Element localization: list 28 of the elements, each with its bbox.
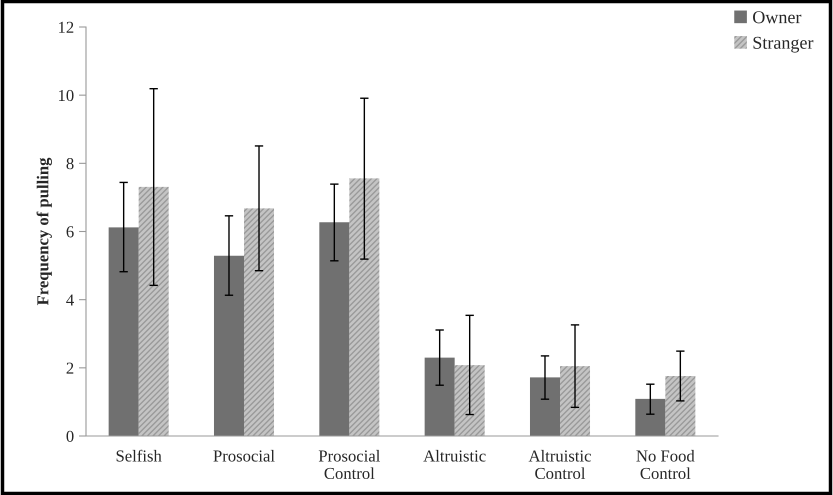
bar — [108, 227, 139, 436]
bar — [635, 398, 666, 436]
y-tick-label: 8 — [66, 158, 74, 170]
legend-label: Stranger — [754, 36, 814, 53]
bar — [530, 377, 560, 436]
x-tick-label: Altruistic Control — [528, 450, 591, 480]
bar — [244, 208, 274, 436]
x-tick-label: No Food Control — [636, 450, 695, 480]
y-axis-title: Frequency of pulling — [36, 158, 52, 306]
bar — [349, 178, 380, 436]
bar — [665, 376, 696, 436]
x-tick-label: Altruistic — [423, 450, 486, 462]
bar — [214, 256, 244, 436]
y-tick-label: 10 — [58, 90, 74, 102]
y-tick-label: 12 — [58, 22, 74, 33]
bar — [424, 358, 455, 436]
bar — [454, 365, 485, 436]
x-tick-label: Prosocial — [213, 450, 275, 462]
x-tick-label: Selfish — [116, 450, 162, 462]
bar — [560, 366, 590, 436]
bar — [319, 222, 350, 436]
y-tick-label: 6 — [66, 226, 74, 238]
y-tick-label: 2 — [66, 362, 74, 374]
bar — [138, 186, 169, 436]
legend-label: Owner — [753, 11, 802, 24]
y-tick-label: 0 — [66, 430, 74, 442]
y-tick-label: 4 — [66, 294, 74, 306]
x-tick-label: Prosocial Control — [318, 450, 380, 480]
